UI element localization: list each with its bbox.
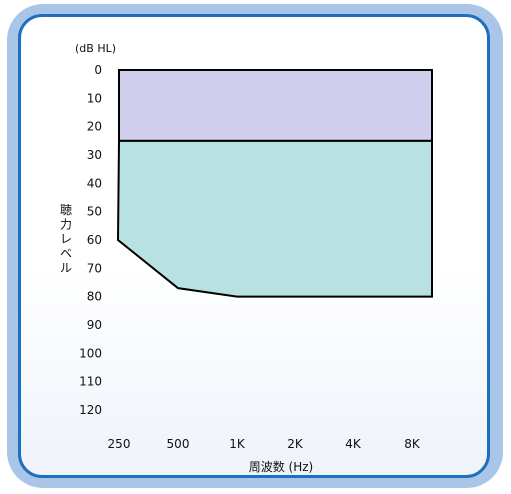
x-tick-label: 1K bbox=[229, 437, 246, 451]
x-tick-label: 2K bbox=[287, 437, 304, 451]
x-tick-labels: 250 500 1K 2K 4K 8K bbox=[108, 437, 421, 451]
y-axis-label-char: ベ bbox=[60, 247, 72, 261]
y-axis-label-char: ル bbox=[60, 261, 72, 275]
y-tick-label: 110 bbox=[79, 375, 102, 389]
y-tick-label: 70 bbox=[87, 261, 102, 275]
region-lower bbox=[116, 139, 433, 298]
regions bbox=[116, 69, 433, 298]
y-tick-label: 120 bbox=[79, 403, 102, 417]
x-tick-label: 4K bbox=[345, 437, 362, 451]
y-tick-label: 90 bbox=[87, 318, 102, 332]
y-tick-label: 0 bbox=[94, 63, 102, 77]
y-tick-label: 50 bbox=[87, 205, 102, 219]
y-tick-label: 80 bbox=[87, 290, 102, 304]
y-unit-label: (dB HL) bbox=[75, 42, 116, 55]
y-tick-label: 100 bbox=[79, 346, 102, 360]
y-tick-label: 20 bbox=[87, 120, 102, 134]
x-axis-label: 周波数 (Hz) bbox=[249, 459, 314, 474]
y-axis-label-char: 聴 bbox=[60, 203, 72, 217]
x-tick-label: 500 bbox=[167, 437, 190, 451]
y-tick-label: 30 bbox=[87, 148, 102, 162]
y-axis-label-char: 力 bbox=[60, 218, 72, 232]
y-tick-labels: 0 10 20 30 40 50 60 70 80 90 100 110 120 bbox=[79, 63, 102, 417]
y-axis-label-char: レ bbox=[60, 232, 72, 246]
y-tick-label: 40 bbox=[87, 176, 102, 190]
region-upper bbox=[118, 69, 433, 142]
y-tick-label: 10 bbox=[87, 91, 102, 105]
x-tick-label: 8K bbox=[404, 437, 421, 451]
x-tick-label: 250 bbox=[108, 437, 131, 451]
y-tick-label: 60 bbox=[87, 233, 102, 247]
